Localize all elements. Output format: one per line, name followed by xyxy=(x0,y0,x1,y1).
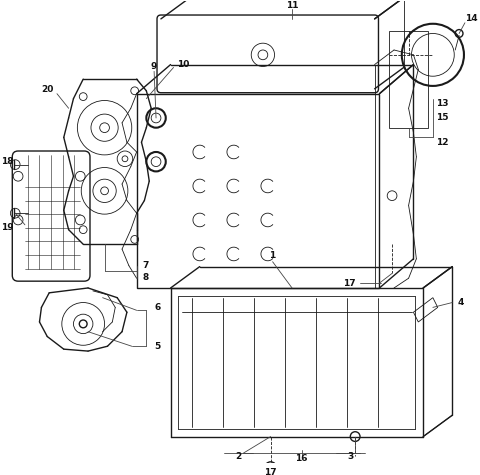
Text: 20: 20 xyxy=(42,86,54,95)
Text: 10: 10 xyxy=(178,60,190,69)
Text: 13: 13 xyxy=(436,99,448,108)
Text: 17: 17 xyxy=(264,468,277,475)
Text: 8: 8 xyxy=(143,273,149,282)
Text: 5: 5 xyxy=(154,342,160,351)
Text: 14: 14 xyxy=(465,14,478,23)
Text: 6: 6 xyxy=(154,303,160,312)
Text: 19: 19 xyxy=(0,223,13,232)
Text: 18: 18 xyxy=(1,157,13,166)
Text: 2: 2 xyxy=(236,452,242,460)
Text: 17: 17 xyxy=(343,279,355,287)
Text: 7: 7 xyxy=(143,261,149,270)
Text: 11: 11 xyxy=(286,1,298,10)
Text: 4: 4 xyxy=(457,298,464,307)
Text: 9: 9 xyxy=(151,62,157,71)
Text: 15: 15 xyxy=(436,114,448,123)
Text: 1: 1 xyxy=(269,251,276,260)
Text: 16: 16 xyxy=(296,455,308,464)
Text: 3: 3 xyxy=(347,452,353,460)
Text: 12: 12 xyxy=(436,138,448,147)
